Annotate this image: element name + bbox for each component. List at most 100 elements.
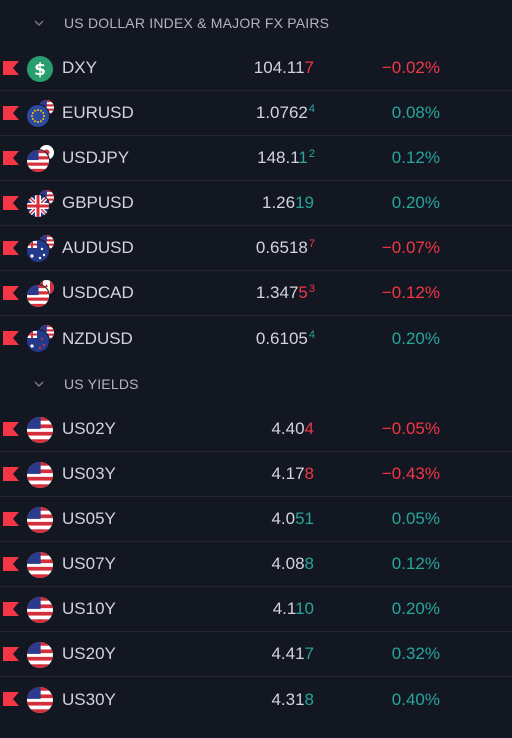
- watchlist-row-eurusd[interactable]: EURUSD 1.07624 0.08%: [0, 91, 512, 136]
- last-price: 1.2619: [262, 193, 315, 213]
- symbol-label[interactable]: US05Y: [62, 509, 116, 528]
- us-flag-icon: [27, 462, 53, 488]
- symbol-label[interactable]: US30Y: [62, 689, 116, 709]
- price-highlight: 4: [304, 419, 314, 438]
- watchlist: US DOLLAR INDEX & MAJOR FX PAIRS $ DXY 104…: [0, 0, 512, 722]
- us-flag-icon: [27, 507, 53, 533]
- watchlist-row-us30y[interactable]: US30Y 4.318 0.40%: [0, 677, 512, 722]
- price-main: 0.6105: [255, 328, 308, 348]
- last-price: 0.65187: [256, 238, 315, 258]
- flag-marker-icon[interactable]: [3, 196, 19, 210]
- watchlist-row-audusd[interactable]: AUDUSD 0.65187 −0.07%: [0, 226, 512, 271]
- last-price: 4.404: [271, 419, 315, 439]
- price-highlight: 8: [304, 464, 314, 483]
- flag-marker-icon[interactable]: [3, 61, 19, 75]
- watchlist-row-dxy[interactable]: $ DXY 104.117 −0.02%: [0, 46, 512, 91]
- symbol-label[interactable]: EURUSD: [62, 103, 134, 122]
- flag-marker-icon[interactable]: [3, 286, 19, 300]
- price-pipette: 4: [308, 103, 315, 115]
- price-pipette: 3: [308, 283, 315, 295]
- price-highlight: 1: [298, 148, 308, 167]
- flag-marker-icon[interactable]: [3, 106, 19, 120]
- watchlist-row-usdcad[interactable]: USDCAD 1.34753 −0.12%: [0, 271, 512, 316]
- flag-marker-icon[interactable]: [3, 467, 19, 481]
- section-title: US YIELDS: [64, 376, 139, 392]
- flag-marker-icon[interactable]: [3, 512, 19, 526]
- last-price: 4.178: [271, 464, 315, 484]
- watchlist-row-us05y[interactable]: US05Y 4.051 0.05%: [0, 497, 512, 542]
- symbol-label[interactable]: AUDUSD: [62, 238, 134, 257]
- symbol-label[interactable]: USDCAD: [62, 283, 134, 302]
- flag-marker-icon[interactable]: [3, 557, 19, 571]
- section-rows-yields: US02Y 4.404 −0.05% US03Y 4.178 −0.43% US05Y 4.0…: [0, 407, 512, 722]
- watchlist-row-us02y[interactable]: US02Y 4.404 −0.05%: [0, 407, 512, 452]
- watchlist-row-nzdusd[interactable]: NZDUSD 0.61054 0.20%: [0, 316, 512, 361]
- price-main: 1.347: [255, 283, 299, 302]
- last-price: 4.318: [271, 690, 315, 710]
- price-highlight: 7: [304, 644, 314, 663]
- price-pipette: 4: [308, 328, 315, 341]
- price-highlight: 7: [304, 58, 314, 77]
- watchlist-row-usdjpy[interactable]: USDJPY 148.112 0.12%: [0, 136, 512, 181]
- section-header-fx[interactable]: US DOLLAR INDEX & MAJOR FX PAIRS: [0, 0, 512, 46]
- section-header-yields[interactable]: US YIELDS: [0, 361, 512, 407]
- chevron-down-icon[interactable]: [34, 18, 44, 28]
- watchlist-row-gbpusd[interactable]: GBPUSD 1.2619 0.20%: [0, 181, 512, 226]
- change-percent: −0.02%: [381, 58, 440, 77]
- gb-us-flags-icon: [26, 190, 54, 218]
- price-highlight: 8: [304, 554, 314, 573]
- change-percent: −0.43%: [381, 464, 440, 483]
- symbol-label[interactable]: US20Y: [62, 644, 116, 663]
- flag-marker-icon[interactable]: [3, 331, 19, 345]
- last-price: 0.61054: [256, 329, 315, 349]
- price-highlight: 5: [298, 283, 308, 302]
- watchlist-row-us20y[interactable]: US20Y 4.417 0.32%: [0, 632, 512, 677]
- change-percent: −0.07%: [381, 238, 440, 257]
- last-price: 4.051: [271, 509, 315, 529]
- flag-marker-icon[interactable]: [3, 647, 19, 661]
- change-percent: 0.05%: [391, 509, 440, 528]
- price-main: 1.26: [261, 193, 296, 212]
- flag-marker-icon[interactable]: [3, 422, 19, 436]
- price-main: 4.08: [271, 554, 305, 573]
- watchlist-row-us07y[interactable]: US07Y 4.088 0.12%: [0, 542, 512, 587]
- watchlist-row-us10y[interactable]: US10Y 4.110 0.20%: [0, 587, 512, 632]
- price-main: 4.1: [272, 599, 296, 618]
- symbol-label[interactable]: US10Y: [62, 599, 116, 618]
- symbol-label[interactable]: DXY: [62, 58, 97, 77]
- flag-marker-icon[interactable]: [3, 151, 19, 165]
- symbol-label[interactable]: US02Y: [62, 419, 116, 438]
- nz-us-flags-icon: [26, 325, 54, 353]
- change-percent: 0.40%: [391, 689, 440, 709]
- symbol-label[interactable]: US07Y: [62, 554, 116, 573]
- symbol-label[interactable]: NZDUSD: [62, 328, 133, 348]
- change-percent: 0.12%: [391, 554, 440, 573]
- symbol-label[interactable]: GBPUSD: [62, 193, 134, 212]
- au-us-flags-icon: [26, 235, 54, 263]
- last-price: 4.110: [273, 599, 315, 619]
- us-flag-icon: [27, 417, 53, 443]
- price-main: 1.0762: [255, 103, 308, 122]
- price-main: 4.31: [271, 689, 305, 709]
- svg-text:$: $: [34, 60, 46, 80]
- symbol-label[interactable]: USDJPY: [62, 148, 130, 167]
- last-price: 148.112: [257, 148, 315, 168]
- change-percent: −0.05%: [381, 419, 440, 438]
- us-flag-icon: [27, 552, 53, 578]
- last-price: 104.117: [254, 58, 315, 78]
- price-main: 104.11: [253, 58, 305, 77]
- last-price: 1.07624: [256, 103, 315, 123]
- price-highlight: 8: [304, 689, 314, 709]
- flag-marker-icon[interactable]: [3, 241, 19, 255]
- flag-marker-icon[interactable]: [3, 602, 19, 616]
- watchlist-row-us03y[interactable]: US03Y 4.178 −0.43%: [0, 452, 512, 497]
- price-highlight: 10: [295, 599, 314, 618]
- flag-marker-icon[interactable]: [3, 692, 19, 706]
- price-main: 4.41: [271, 644, 305, 663]
- change-percent: −0.12%: [381, 283, 440, 302]
- change-percent: 0.20%: [391, 328, 440, 348]
- last-price: 4.417: [271, 644, 315, 664]
- price-pipette: 2: [308, 148, 315, 160]
- chevron-down-icon[interactable]: [34, 379, 44, 389]
- symbol-label[interactable]: US03Y: [62, 464, 116, 483]
